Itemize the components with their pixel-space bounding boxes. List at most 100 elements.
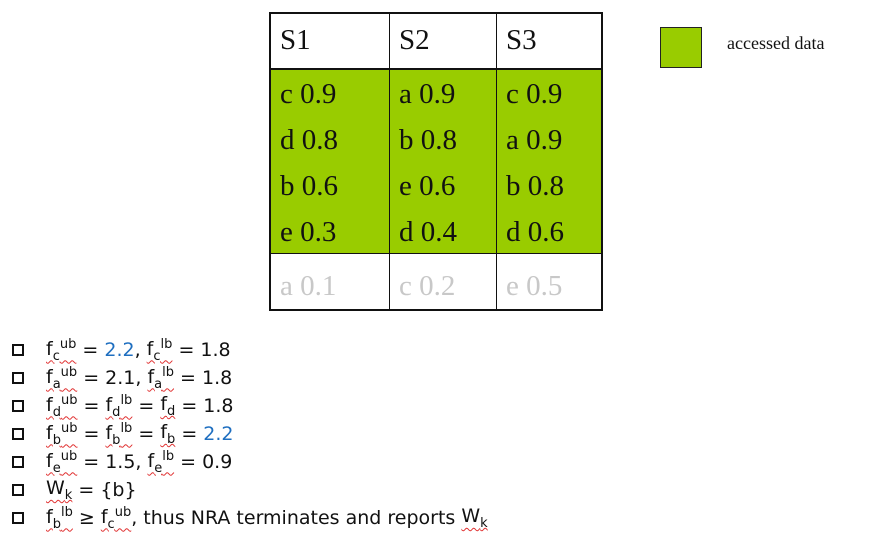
variable-superscript: lb — [120, 392, 133, 408]
variable-superscript: ub — [60, 420, 78, 436]
variable-subscript: b — [112, 432, 121, 448]
math-variable: felb — [148, 449, 175, 476]
accessed-cell: a 0.9 — [390, 70, 497, 116]
accessed-cell: e 0.3 — [271, 208, 390, 254]
math-variable: falb — [147, 365, 174, 392]
bullet-item: fcub = 2.2, fclb = 1.8 — [12, 336, 488, 364]
variable-superscript: ub — [60, 448, 78, 464]
variable-subscript: b — [167, 432, 176, 447]
variable-superscript: lb — [60, 504, 73, 520]
variable-base: f — [146, 337, 154, 360]
legend-swatch-accessed — [660, 27, 702, 68]
accessed-cell: a 0.9 — [497, 116, 601, 162]
square-bullet-icon — [12, 456, 24, 468]
variable-subscript: c — [107, 516, 115, 532]
text: = — [175, 423, 204, 445]
variable-superscript: lb — [162, 364, 175, 380]
math-variable: feub — [46, 449, 77, 476]
variable-base: f — [46, 365, 53, 388]
text: = 1.8 — [174, 367, 233, 389]
variable-subscript: e — [154, 460, 163, 476]
variable-superscript: lb — [160, 336, 173, 352]
variable-base: f — [147, 449, 155, 472]
square-bullet-icon — [12, 372, 24, 384]
variable-subscript: d — [52, 404, 61, 420]
math-variable: fblb — [46, 505, 73, 532]
column-header-s1: S1 — [271, 14, 390, 70]
variable-subscript: b — [52, 432, 61, 448]
variable-base: f — [147, 365, 155, 388]
unaccessed-cell: e 0.5 — [506, 270, 563, 302]
math-variable: fcub — [46, 337, 76, 364]
highlighted-value: 2.2 — [203, 423, 234, 445]
unaccessed-cell: a 0.1 — [271, 254, 390, 309]
accessed-cell: e 0.6 — [390, 162, 497, 208]
accessed-cell: c 0.9 — [497, 70, 601, 116]
math-variable: fdub — [46, 393, 77, 420]
accessed-cell: c 0.9 — [271, 70, 390, 116]
variable-base: f — [160, 393, 168, 415]
variable-subscript: a — [154, 376, 163, 392]
variable-subscript: d — [112, 404, 121, 420]
square-bullet-icon — [12, 512, 24, 524]
bullet-item: fdub = fdlb = fd = 1.8 — [12, 392, 488, 420]
variable-subscript: a — [52, 376, 61, 392]
bullet-list: fcub = 2.2, fclb = 1.8 faub = 2.1, falb =… — [12, 336, 488, 532]
variable-superscript: ub — [59, 336, 77, 352]
bullet-item: fblb ≥ fcub, thus NRA terminates and rep… — [12, 504, 488, 532]
math-variable: fclb — [147, 337, 173, 364]
variable-subscript: b — [52, 516, 61, 532]
variable-base: f — [105, 421, 113, 444]
text: = — [77, 395, 106, 417]
text: , — [134, 339, 147, 361]
text: , thus NRA terminates and reports — [131, 507, 462, 529]
variable-base: f — [105, 393, 113, 416]
bullet-item: faub = 2.1, falb = 1.8 — [12, 364, 488, 392]
variable-subscript: e — [52, 460, 61, 476]
variable-base: f — [46, 505, 53, 528]
square-bullet-icon — [12, 484, 24, 496]
variable-subscript: k — [480, 516, 488, 531]
variable-subscript: k — [64, 488, 73, 503]
text: = — [132, 423, 161, 445]
square-bullet-icon — [12, 344, 24, 356]
square-bullet-icon — [12, 400, 24, 412]
bullet-item: fbub = fblb = fb = 2.2 — [12, 420, 488, 448]
variable-base: f — [46, 421, 53, 444]
variable-superscript: ub — [60, 364, 78, 380]
score-lists-table: S1 S2 S3 c 0.9 a 0.9 c 0.9 d 0.8 b 0.8 a 0.9 b 0.… — [269, 12, 603, 311]
math-variable: fb — [160, 421, 175, 447]
variable-superscript: lb — [120, 420, 133, 436]
variable-superscript: lb — [162, 448, 175, 464]
column-header-s3: S3 — [497, 14, 601, 70]
variable-base: f — [100, 505, 108, 528]
highlighted-value: 2.2 — [104, 339, 135, 361]
variable-base: f — [46, 449, 53, 472]
accessed-cell: d 0.4 — [390, 208, 497, 254]
unaccessed-cell: c 0.2 — [390, 254, 497, 309]
variable-superscript: ub — [60, 392, 78, 408]
variable-base: W — [46, 477, 65, 499]
variable-base: f — [160, 421, 168, 443]
text: = 0.9 — [174, 451, 233, 473]
variable-superscript: ub — [114, 504, 132, 520]
column-header-s2: S2 — [390, 14, 497, 70]
math-variable: fblb — [105, 421, 132, 448]
text: = — [76, 339, 105, 361]
text: = 1.8 — [175, 395, 234, 417]
math-variable: Wk — [46, 477, 72, 503]
text: = 1.8 — [172, 339, 231, 361]
accessed-cell: d 0.8 — [271, 116, 390, 162]
math-variable: Wk — [461, 505, 487, 531]
square-bullet-icon — [12, 428, 24, 440]
text: ≥ — [72, 507, 101, 529]
text: = — [132, 395, 161, 417]
variable-subscript: c — [52, 348, 60, 364]
text: = — [77, 423, 106, 445]
text: = {b} — [72, 479, 137, 501]
text: = 2.1, — [77, 367, 148, 389]
accessed-cell: b 0.8 — [390, 116, 497, 162]
legend-label: accessed data — [727, 33, 825, 53]
math-variable: fbub — [46, 421, 77, 448]
variable-base: f — [46, 337, 53, 360]
